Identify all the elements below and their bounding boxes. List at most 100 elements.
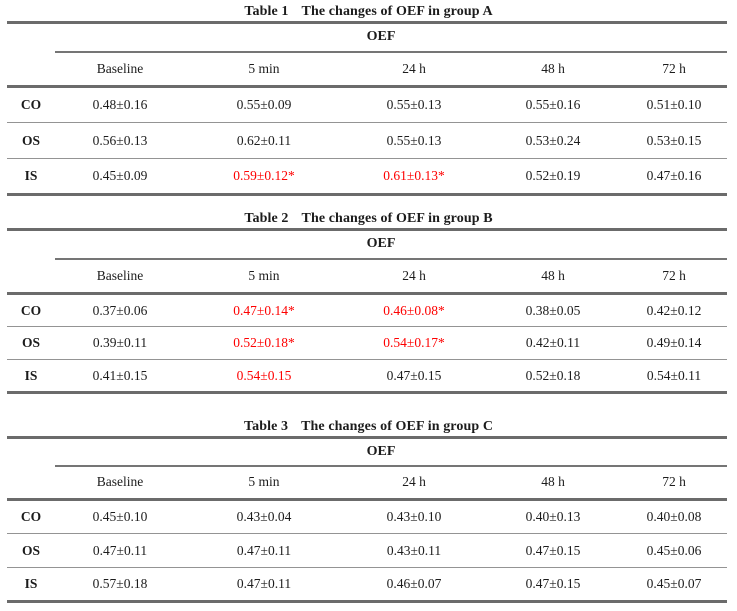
value-cell: 0.47±0.15: [485, 567, 621, 603]
oef-table-section: Table 3 The changes of OEF in group C OEF…: [0, 418, 737, 603]
value-cell: 0.53±0.15: [621, 122, 728, 159]
value-cell: 0.40±0.13: [485, 499, 621, 534]
stub-cell: [7, 21, 55, 52]
oef-table-section: Table 1 The changes of OEF in group A OEF…: [0, 3, 737, 196]
value-cell: 0.45±0.06: [621, 533, 728, 568]
span-header-row: OEF: [7, 436, 728, 467]
value-cell-significant: 0.47±0.14*: [185, 293, 343, 327]
value-cell: 0.57±0.18: [55, 567, 185, 603]
row-label: OS: [7, 533, 55, 568]
column-header-row: Baseline 5 min 24 h 48 h 72 h: [7, 258, 728, 295]
value-cell: 0.47±0.15: [485, 533, 621, 568]
value-cell: 0.55±0.16: [485, 86, 621, 123]
row-label: IS: [7, 359, 55, 394]
data-table: OEF Baseline 5 min 24 h 48 h 72 h CO 0.37±0.0…: [7, 228, 728, 394]
value-cell: 0.53±0.24: [485, 122, 621, 159]
table-title: Table 2 The changes of OEF in group B: [0, 210, 737, 228]
value-cell: 0.56±0.13: [55, 122, 185, 159]
column-header: 5 min: [185, 465, 343, 501]
span-header-label: OEF: [366, 29, 396, 45]
value-cell: 0.55±0.13: [343, 122, 485, 159]
stub-cell: [7, 51, 55, 88]
value-cell: 0.43±0.04: [185, 499, 343, 534]
table-number: Table 1: [244, 4, 289, 19]
value-cell: 0.45±0.09: [55, 158, 185, 196]
value-cell: 0.38±0.05: [485, 293, 621, 327]
value-cell: 0.47±0.11: [185, 533, 343, 568]
column-header: Baseline: [55, 258, 185, 295]
value-cell-significant: 0.61±0.13*: [343, 158, 485, 196]
value-cell: 0.47±0.11: [55, 533, 185, 568]
row-label: IS: [7, 158, 55, 196]
value-cell: 0.42±0.12: [621, 293, 728, 327]
span-header-row: OEF: [7, 21, 728, 53]
table-number: Table 2: [244, 211, 289, 226]
column-header: 5 min: [185, 258, 343, 295]
row-label: CO: [7, 86, 55, 123]
row-label: OS: [7, 122, 55, 159]
value-cell-significant: 0.52±0.18*: [185, 326, 343, 360]
column-header-row: Baseline 5 min 24 h 48 h 72 h: [7, 465, 728, 501]
column-header: Baseline: [55, 51, 185, 88]
span-header-cell: OEF: [55, 436, 728, 467]
table-row: OS 0.39±0.11 0.52±0.18* 0.54±0.17* 0.42±0.11…: [7, 326, 728, 360]
column-header: Baseline: [55, 465, 185, 501]
span-header-cell: OEF: [55, 21, 728, 53]
column-header: 48 h: [485, 465, 621, 501]
value-cell: 0.42±0.11: [485, 326, 621, 360]
value-cell-significant: 0.59±0.12*: [185, 158, 343, 196]
stub-cell: [7, 258, 55, 295]
column-header: 48 h: [485, 258, 621, 295]
value-cell: 0.55±0.13: [343, 86, 485, 123]
document-page: Table 1 The changes of OEF in group A OEF…: [0, 3, 737, 603]
column-header: 24 h: [343, 258, 485, 295]
table-caption: The changes of OEF in group C: [301, 419, 494, 434]
table-row: CO 0.45±0.10 0.43±0.04 0.43±0.10 0.40±0.13 0.…: [7, 499, 728, 534]
data-table: OEF Baseline 5 min 24 h 48 h 72 h CO 0.48±0.1…: [7, 21, 728, 196]
value-cell: 0.62±0.11: [185, 122, 343, 159]
value-cell: 0.55±0.09: [185, 86, 343, 123]
value-cell: 0.43±0.11: [343, 533, 485, 568]
span-header-row: OEF: [7, 228, 728, 260]
value-cell-significant: 0.46±0.08*: [343, 293, 485, 327]
table-row: IS 0.41±0.15 0.54±0.15 0.47±0.15 0.52±0.18 0.…: [7, 359, 728, 394]
table-caption: The changes of OEF in group B: [301, 211, 493, 226]
value-cell: 0.39±0.11: [55, 326, 185, 360]
value-cell: 0.43±0.10: [343, 499, 485, 534]
table-row: OS 0.47±0.11 0.47±0.11 0.43±0.11 0.47±0.15 0.…: [7, 533, 728, 568]
column-header: 72 h: [621, 465, 728, 501]
table-row: CO 0.48±0.16 0.55±0.09 0.55±0.13 0.55±0.16 0.…: [7, 86, 728, 123]
span-header-label: OEF: [366, 443, 396, 459]
value-cell: 0.51±0.10: [621, 86, 728, 123]
row-label: CO: [7, 293, 55, 327]
data-table: OEF Baseline 5 min 24 h 48 h 72 h CO 0.45±0.1…: [7, 436, 728, 603]
value-cell: 0.47±0.15: [343, 359, 485, 394]
value-cell: 0.52±0.18: [485, 359, 621, 394]
value-cell: 0.54±0.11: [621, 359, 728, 394]
row-label: IS: [7, 567, 55, 603]
value-cell: 0.49±0.14: [621, 326, 728, 360]
column-header: 5 min: [185, 51, 343, 88]
table-row: IS 0.57±0.18 0.47±0.11 0.46±0.07 0.47±0.15 0.…: [7, 567, 728, 603]
column-header: 48 h: [485, 51, 621, 88]
value-cell: 0.45±0.10: [55, 499, 185, 534]
value-cell: 0.52±0.19: [485, 158, 621, 196]
value-cell-significant: 0.54±0.15: [185, 359, 343, 394]
table-row: IS 0.45±0.09 0.59±0.12* 0.61±0.13* 0.52±0.19…: [7, 158, 728, 196]
value-cell: 0.46±0.07: [343, 567, 485, 603]
value-cell: 0.41±0.15: [55, 359, 185, 394]
row-label: OS: [7, 326, 55, 360]
column-header: 72 h: [621, 51, 728, 88]
column-header: 24 h: [343, 465, 485, 501]
oef-table-section: Table 2 The changes of OEF in group B OEF…: [0, 210, 737, 394]
span-header-cell: OEF: [55, 228, 728, 260]
value-cell: 0.40±0.08: [621, 499, 728, 534]
stub-cell: [7, 436, 55, 466]
value-cell: 0.48±0.16: [55, 86, 185, 123]
value-cell: 0.47±0.11: [185, 567, 343, 603]
value-cell: 0.37±0.06: [55, 293, 185, 327]
value-cell: 0.47±0.16: [621, 158, 728, 196]
stub-cell: [7, 228, 55, 259]
stub-cell: [7, 465, 55, 501]
table-row: OS 0.56±0.13 0.62±0.11 0.55±0.13 0.53±0.24 0.…: [7, 122, 728, 159]
